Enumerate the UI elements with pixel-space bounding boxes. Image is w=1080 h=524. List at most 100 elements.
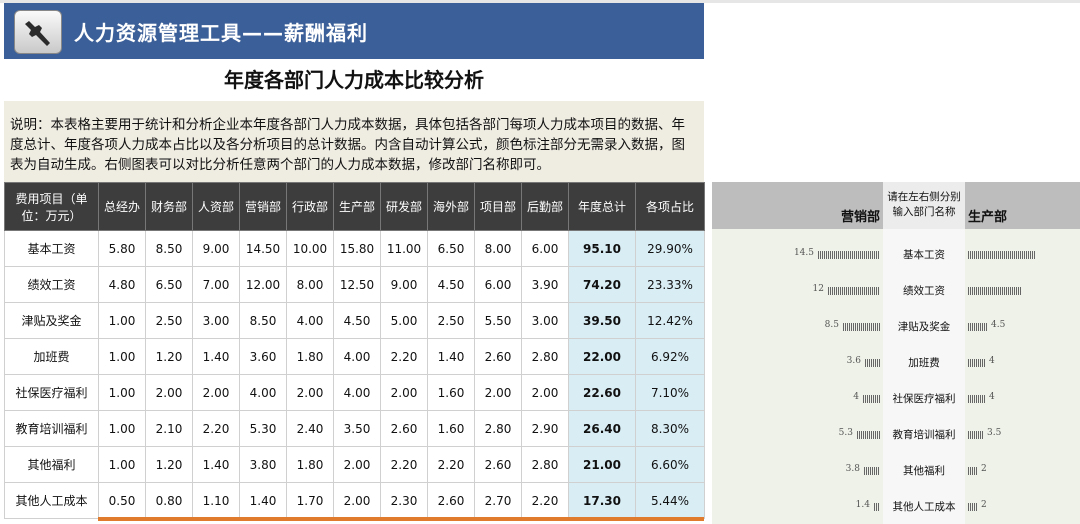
cost-cell[interactable]: 6.50 [427, 230, 475, 267]
table-header-row: 费用项目（单位：万元） 总经办 财务部 人资部 营销部 行政部 生产部 研发部 海外部 项目部 后勤… [4, 182, 705, 231]
cost-cell[interactable]: 4.00 [286, 302, 334, 339]
annual-total-cell: 95.10 [568, 230, 636, 267]
cost-cell[interactable]: 3.90 [521, 266, 569, 303]
cost-cell[interactable]: 3.60 [239, 338, 287, 375]
cost-cell[interactable]: 2.80 [521, 338, 569, 375]
cost-cell[interactable]: 12.00 [239, 266, 287, 303]
right-bar-area: 4 [966, 353, 1080, 373]
cost-cell[interactable]: 3.00 [192, 302, 240, 339]
cost-cell[interactable]: 6.50 [145, 266, 193, 303]
cost-cell[interactable]: 1.60 [427, 374, 475, 411]
cost-cell[interactable]: 2.80 [474, 410, 522, 447]
cost-cell[interactable]: 15.80 [333, 230, 381, 267]
cost-cell[interactable]: 2.20 [380, 446, 428, 483]
cost-cell[interactable]: 5.80 [98, 230, 146, 267]
cost-cell[interactable]: 8.50 [145, 230, 193, 267]
cost-cell[interactable]: 2.60 [474, 338, 522, 375]
cost-cell[interactable]: 14.50 [239, 230, 287, 267]
cost-cell[interactable]: 1.10 [192, 482, 240, 519]
cost-cell[interactable]: 0.50 [98, 482, 146, 519]
cost-cell[interactable]: 1.40 [192, 446, 240, 483]
cost-cell[interactable]: 2.60 [474, 446, 522, 483]
cost-cell[interactable]: 4.00 [239, 374, 287, 411]
cost-cell[interactable]: 0.80 [145, 482, 193, 519]
cost-cell[interactable]: 2.00 [521, 374, 569, 411]
cost-cell[interactable]: 2.30 [380, 482, 428, 519]
cost-cell[interactable]: 2.00 [145, 374, 193, 411]
cost-cell[interactable]: 8.50 [239, 302, 287, 339]
right-dept-bar [968, 359, 985, 367]
cost-item-label: 教育培训福利 [4, 410, 99, 447]
cost-cell[interactable]: 4.50 [427, 266, 475, 303]
share-cell: 8.30% [635, 410, 705, 447]
category-label: 基本工资 [903, 249, 945, 261]
cost-cell[interactable]: 11.00 [380, 230, 428, 267]
cost-cell[interactable]: 2.60 [427, 482, 475, 519]
cost-cell[interactable]: 1.00 [98, 446, 146, 483]
cost-cell[interactable]: 2.20 [521, 482, 569, 519]
cost-cell[interactable]: 1.40 [192, 338, 240, 375]
cost-cell[interactable]: 2.00 [474, 374, 522, 411]
cost-cell[interactable]: 1.40 [427, 338, 475, 375]
cost-cell[interactable]: 4.00 [333, 374, 381, 411]
cost-cell[interactable]: 4.00 [333, 338, 381, 375]
cost-cell[interactable]: 2.60 [380, 410, 428, 447]
cost-cell[interactable]: 3.50 [333, 410, 381, 447]
cost-cell[interactable]: 3.00 [521, 302, 569, 339]
cost-cell[interactable]: 2.40 [286, 410, 334, 447]
cost-cell[interactable]: 1.00 [98, 338, 146, 375]
left-bar-area: 4 [712, 389, 882, 409]
right-dept-bar [968, 431, 983, 439]
cost-cell[interactable]: 2.80 [521, 446, 569, 483]
cost-cell[interactable]: 7.00 [192, 266, 240, 303]
cost-cell[interactable]: 5.00 [380, 302, 428, 339]
cost-cell[interactable]: 1.80 [286, 338, 334, 375]
cost-cell[interactable]: 1.70 [286, 482, 334, 519]
cost-cell[interactable]: 4.80 [98, 266, 146, 303]
right-bar-area: 3.5 [966, 425, 1080, 445]
cost-cell[interactable]: 1.00 [98, 302, 146, 339]
left-dept-input[interactable]: 营销部 [840, 210, 880, 225]
cost-cell[interactable]: 5.50 [474, 302, 522, 339]
left-dept-bar [874, 503, 880, 511]
cost-cell[interactable]: 2.00 [192, 374, 240, 411]
cost-cell[interactable]: 1.40 [239, 482, 287, 519]
cost-cell[interactable]: 2.70 [474, 482, 522, 519]
category-label: 加班费 [908, 357, 940, 369]
cost-cell[interactable]: 3.80 [239, 446, 287, 483]
cost-cell[interactable]: 2.00 [286, 374, 334, 411]
cost-cell[interactable]: 2.00 [380, 374, 428, 411]
cost-cell[interactable]: 1.20 [145, 338, 193, 375]
cost-cell[interactable]: 2.00 [333, 482, 381, 519]
cost-cell[interactable]: 2.50 [145, 302, 193, 339]
cost-cell[interactable]: 8.00 [474, 230, 522, 267]
cost-cell[interactable]: 2.00 [333, 446, 381, 483]
cost-cell[interactable]: 2.10 [145, 410, 193, 447]
cost-cell[interactable]: 2.20 [427, 446, 475, 483]
cost-cell[interactable]: 9.00 [192, 230, 240, 267]
cost-cell[interactable]: 6.00 [521, 230, 569, 267]
cost-cell[interactable]: 9.00 [380, 266, 428, 303]
left-bar-area: 3.8 [712, 461, 882, 481]
cost-cell[interactable]: 12.50 [333, 266, 381, 303]
cost-cell[interactable]: 1.20 [145, 446, 193, 483]
cost-cell[interactable]: 1.00 [98, 374, 146, 411]
cost-cell[interactable]: 2.50 [427, 302, 475, 339]
cost-cell[interactable]: 5.30 [239, 410, 287, 447]
cost-cell[interactable]: 8.00 [286, 266, 334, 303]
cost-cell[interactable]: 2.90 [521, 410, 569, 447]
cost-cell[interactable]: 4.50 [333, 302, 381, 339]
cost-cell[interactable]: 2.20 [192, 410, 240, 447]
cost-cell[interactable]: 1.60 [427, 410, 475, 447]
left-dept-bar [857, 431, 880, 439]
cost-cell[interactable]: 1.80 [286, 446, 334, 483]
right-bar-value: 2 [981, 464, 987, 474]
cost-cell[interactable]: 10.00 [286, 230, 334, 267]
right-dept-bar [968, 251, 1036, 259]
category-label: 津贴及奖金 [897, 321, 951, 333]
right-dept-bar [968, 395, 985, 403]
cost-cell[interactable]: 2.20 [380, 338, 428, 375]
right-dept-input[interactable]: 生产部 [968, 210, 1008, 225]
cost-cell[interactable]: 1.00 [98, 410, 146, 447]
cost-cell[interactable]: 6.00 [474, 266, 522, 303]
